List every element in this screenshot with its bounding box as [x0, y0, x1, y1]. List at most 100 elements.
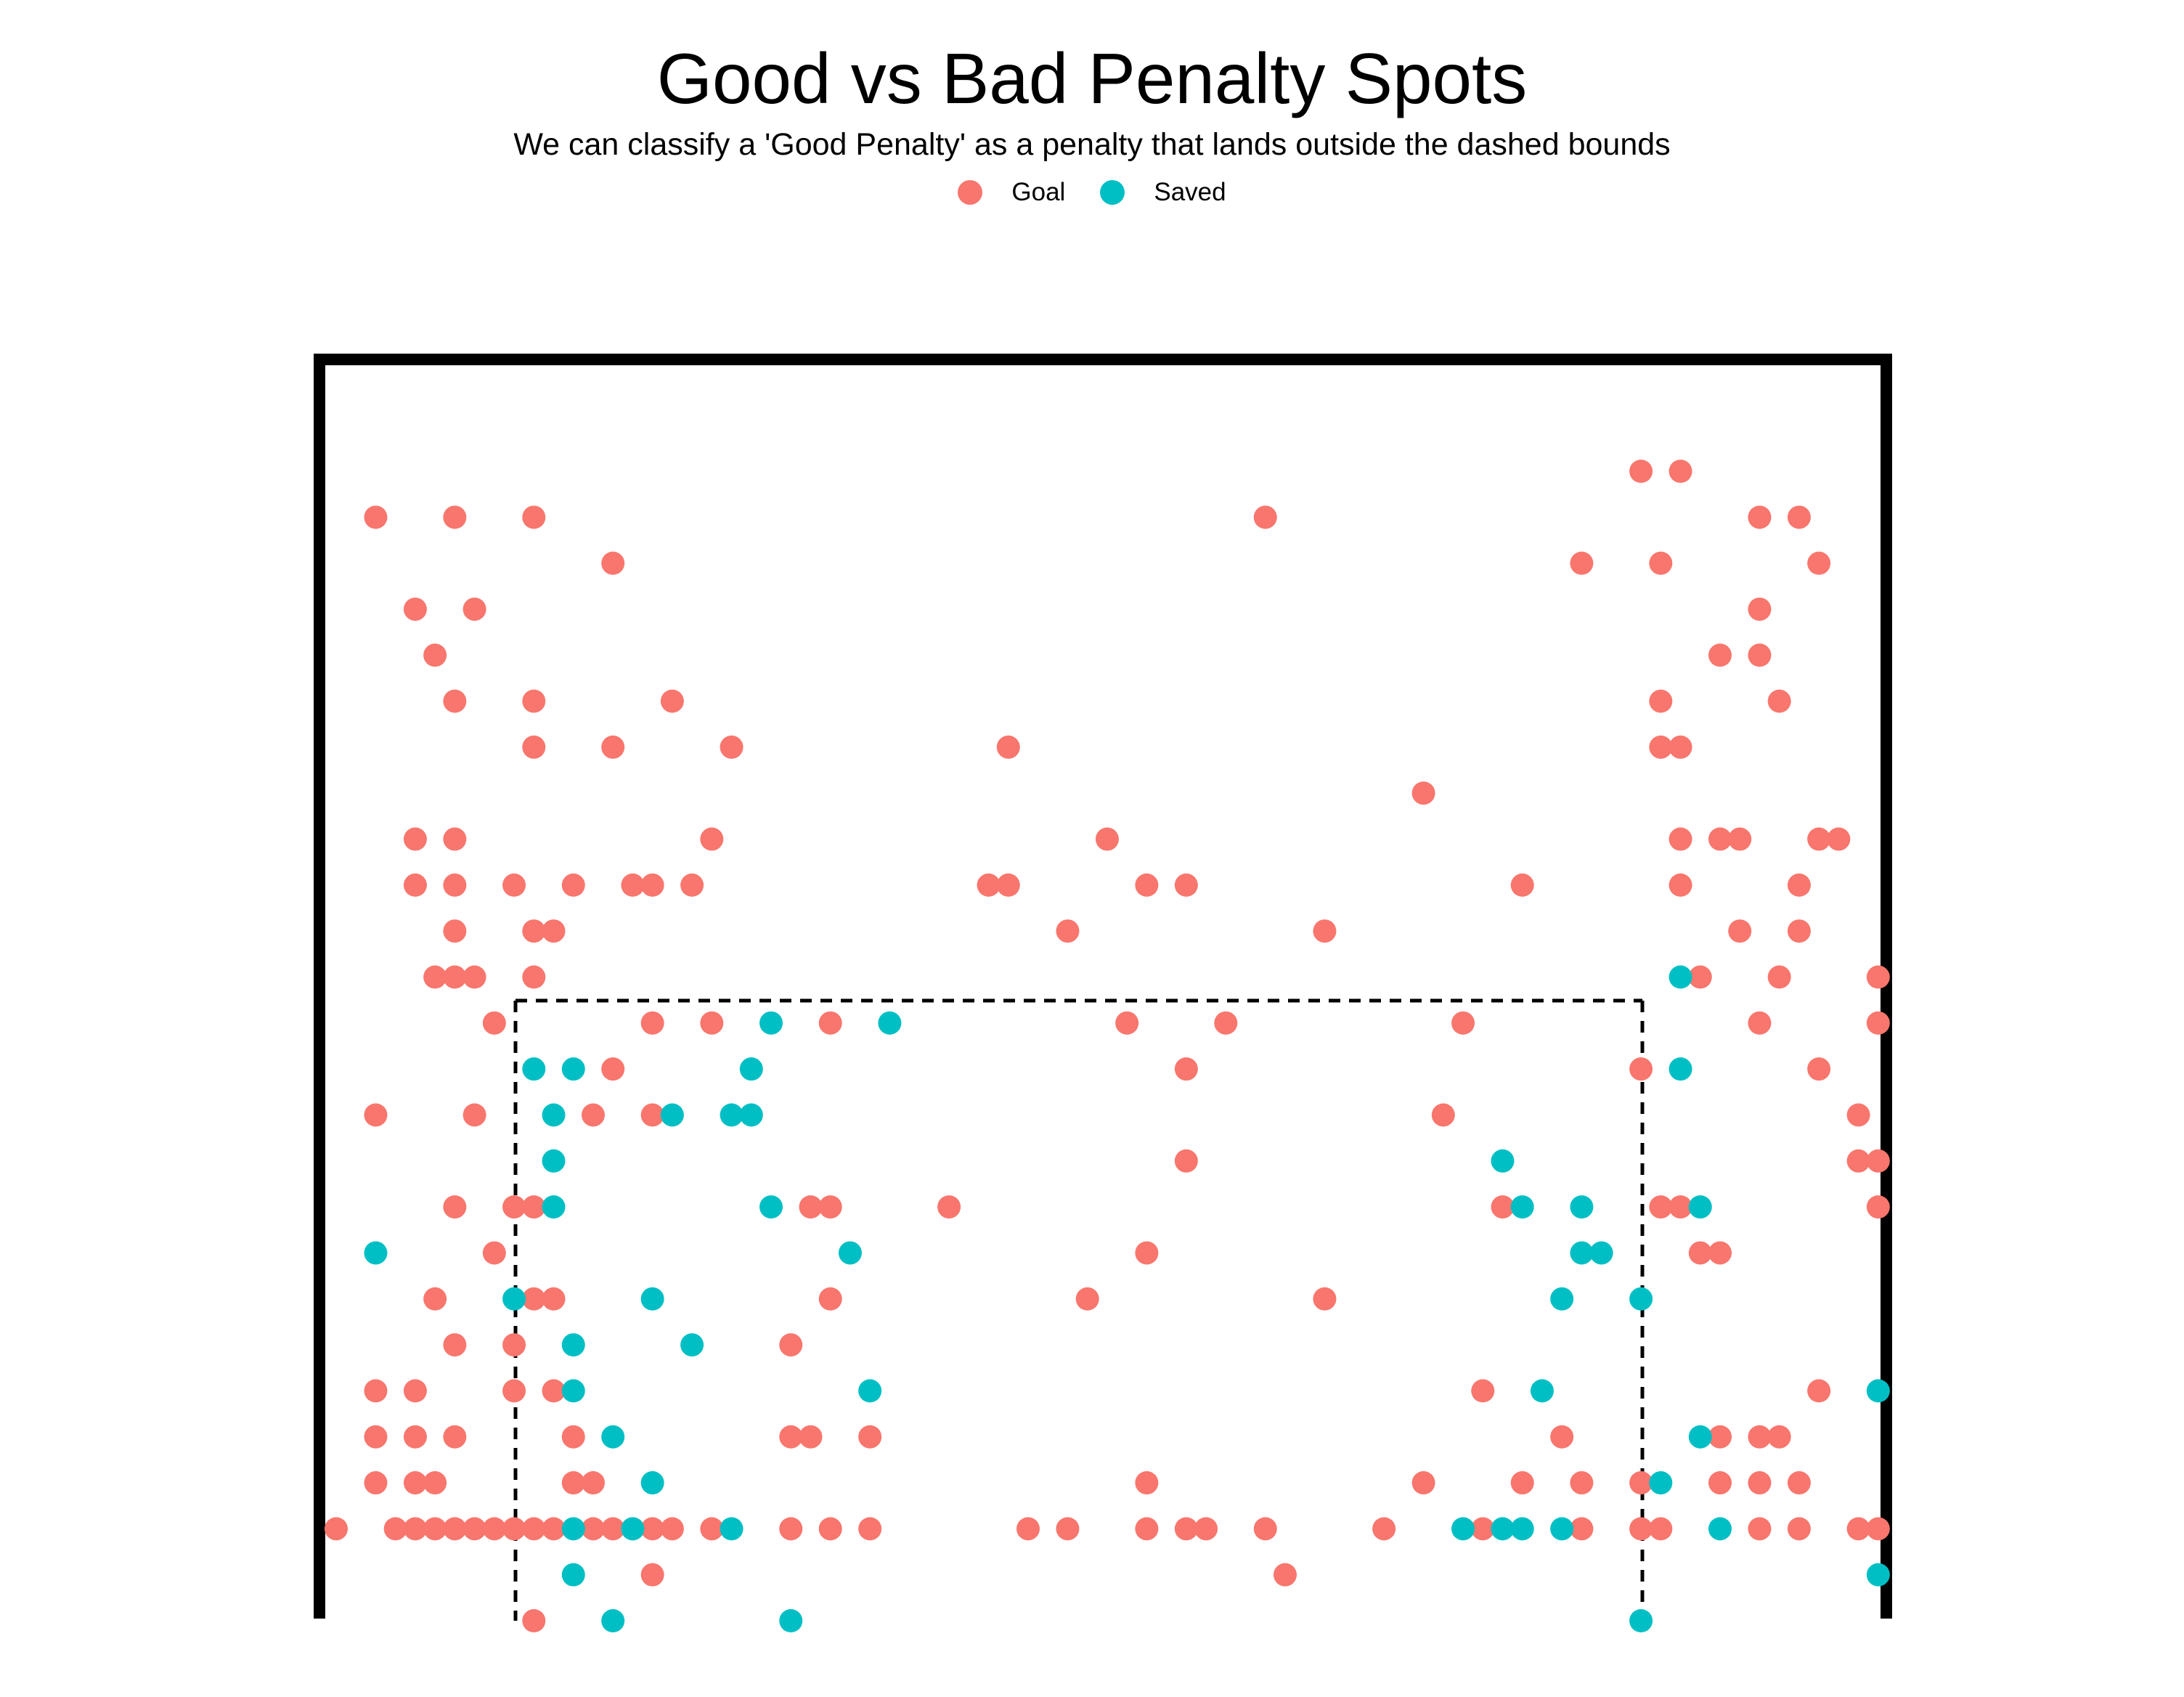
- point-goal: [1194, 1517, 1218, 1541]
- point-goal: [621, 873, 645, 897]
- point-goal: [1767, 689, 1791, 713]
- point-goal: [818, 1517, 842, 1541]
- point-goal: [1866, 1011, 1890, 1035]
- point-goal: [463, 1103, 486, 1127]
- point-goal: [463, 965, 486, 989]
- point-goal: [818, 1011, 842, 1035]
- point-goal: [1016, 1517, 1040, 1541]
- point-goal: [443, 827, 467, 851]
- point-goal: [996, 873, 1020, 897]
- point-goal: [799, 1425, 823, 1449]
- point-saved: [759, 1011, 783, 1035]
- point-goal: [1570, 1517, 1594, 1541]
- point-saved: [502, 1287, 526, 1311]
- point-goal: [1174, 1057, 1198, 1081]
- point-goal: [1629, 1057, 1653, 1081]
- point-goal: [700, 1517, 724, 1541]
- point-goal: [443, 1333, 467, 1357]
- point-goal: [423, 643, 447, 667]
- point-saved: [1510, 1517, 1534, 1541]
- point-goal: [818, 1287, 842, 1311]
- point-goal: [443, 965, 467, 989]
- point-goal: [858, 1425, 882, 1449]
- point-saved: [1530, 1379, 1554, 1403]
- point-goal: [482, 1517, 506, 1541]
- point-goal: [1273, 1563, 1297, 1587]
- point-goal: [423, 965, 447, 989]
- point-goal: [581, 1471, 605, 1495]
- point-saved: [1589, 1241, 1613, 1265]
- point-goal: [502, 1333, 526, 1357]
- point-goal: [1748, 1517, 1772, 1541]
- point-goal: [1787, 873, 1811, 897]
- legend-item-saved: Saved: [1100, 178, 1226, 207]
- chart-subtitle: We can classify a 'Good Penalty' as a pe…: [513, 127, 1671, 162]
- point-saved: [1668, 965, 1692, 989]
- point-goal: [1668, 873, 1692, 897]
- point-goal: [779, 1425, 803, 1449]
- point-saved: [1451, 1517, 1475, 1541]
- point-goal: [1135, 1471, 1159, 1495]
- point-goal: [1135, 1517, 1159, 1541]
- point-goal: [1649, 1195, 1673, 1219]
- point-goal: [1174, 873, 1198, 897]
- point-goal: [1688, 965, 1712, 989]
- point-goal: [364, 505, 388, 529]
- point-goal: [403, 597, 427, 621]
- point-goal: [720, 735, 743, 759]
- point-goal: [1866, 965, 1890, 989]
- point-goal: [1510, 873, 1534, 897]
- point-saved: [364, 1241, 388, 1265]
- point-saved: [561, 1517, 585, 1541]
- point-goal: [443, 873, 467, 897]
- point-goal: [1411, 781, 1435, 805]
- point-goal: [1668, 460, 1692, 483]
- point-goal: [522, 965, 546, 989]
- point-saved: [878, 1011, 902, 1035]
- point-goal: [542, 1287, 566, 1311]
- legend-label-saved: Saved: [1154, 178, 1226, 206]
- point-saved: [660, 1103, 684, 1127]
- point-saved: [561, 1379, 585, 1403]
- point-goal: [799, 1195, 823, 1219]
- point-goal: [1846, 1103, 1870, 1127]
- point-saved: [542, 1195, 566, 1219]
- point-goal: [1411, 1471, 1435, 1495]
- point-goal: [1728, 827, 1752, 851]
- point-saved: [640, 1287, 664, 1311]
- point-saved: [858, 1379, 882, 1403]
- point-goal: [601, 735, 625, 759]
- point-goal: [522, 505, 546, 529]
- point-saved: [1570, 1241, 1594, 1265]
- point-saved: [1491, 1517, 1515, 1541]
- point-saved: [1668, 1057, 1692, 1081]
- point-goal: [581, 1517, 605, 1541]
- point-goal: [818, 1195, 842, 1219]
- point-saved: [739, 1103, 763, 1127]
- point-goal: [1115, 1011, 1139, 1035]
- point-saved: [601, 1425, 625, 1449]
- point-goal: [403, 1517, 427, 1541]
- goal-frame: [314, 354, 1892, 1619]
- point-goal: [1629, 460, 1653, 483]
- point-goal: [1866, 1517, 1890, 1541]
- point-goal: [1787, 1517, 1811, 1541]
- point-goal: [502, 1195, 526, 1219]
- legend-label-goal: Goal: [1011, 178, 1066, 206]
- point-goal: [443, 689, 467, 713]
- point-goal: [1313, 919, 1337, 943]
- point-goal: [640, 1563, 664, 1587]
- point-goal: [443, 1517, 467, 1541]
- point-goal: [1748, 505, 1772, 529]
- point-saved: [1570, 1195, 1594, 1219]
- point-saved: [561, 1057, 585, 1081]
- legend-key-goal: [958, 180, 983, 205]
- point-saved: [640, 1471, 664, 1495]
- point-goal: [640, 873, 664, 897]
- point-goal: [1629, 1517, 1653, 1541]
- point-goal: [542, 919, 566, 943]
- point-goal: [779, 1333, 803, 1357]
- point-goal: [660, 689, 684, 713]
- point-goal: [443, 505, 467, 529]
- point-saved: [1629, 1287, 1653, 1311]
